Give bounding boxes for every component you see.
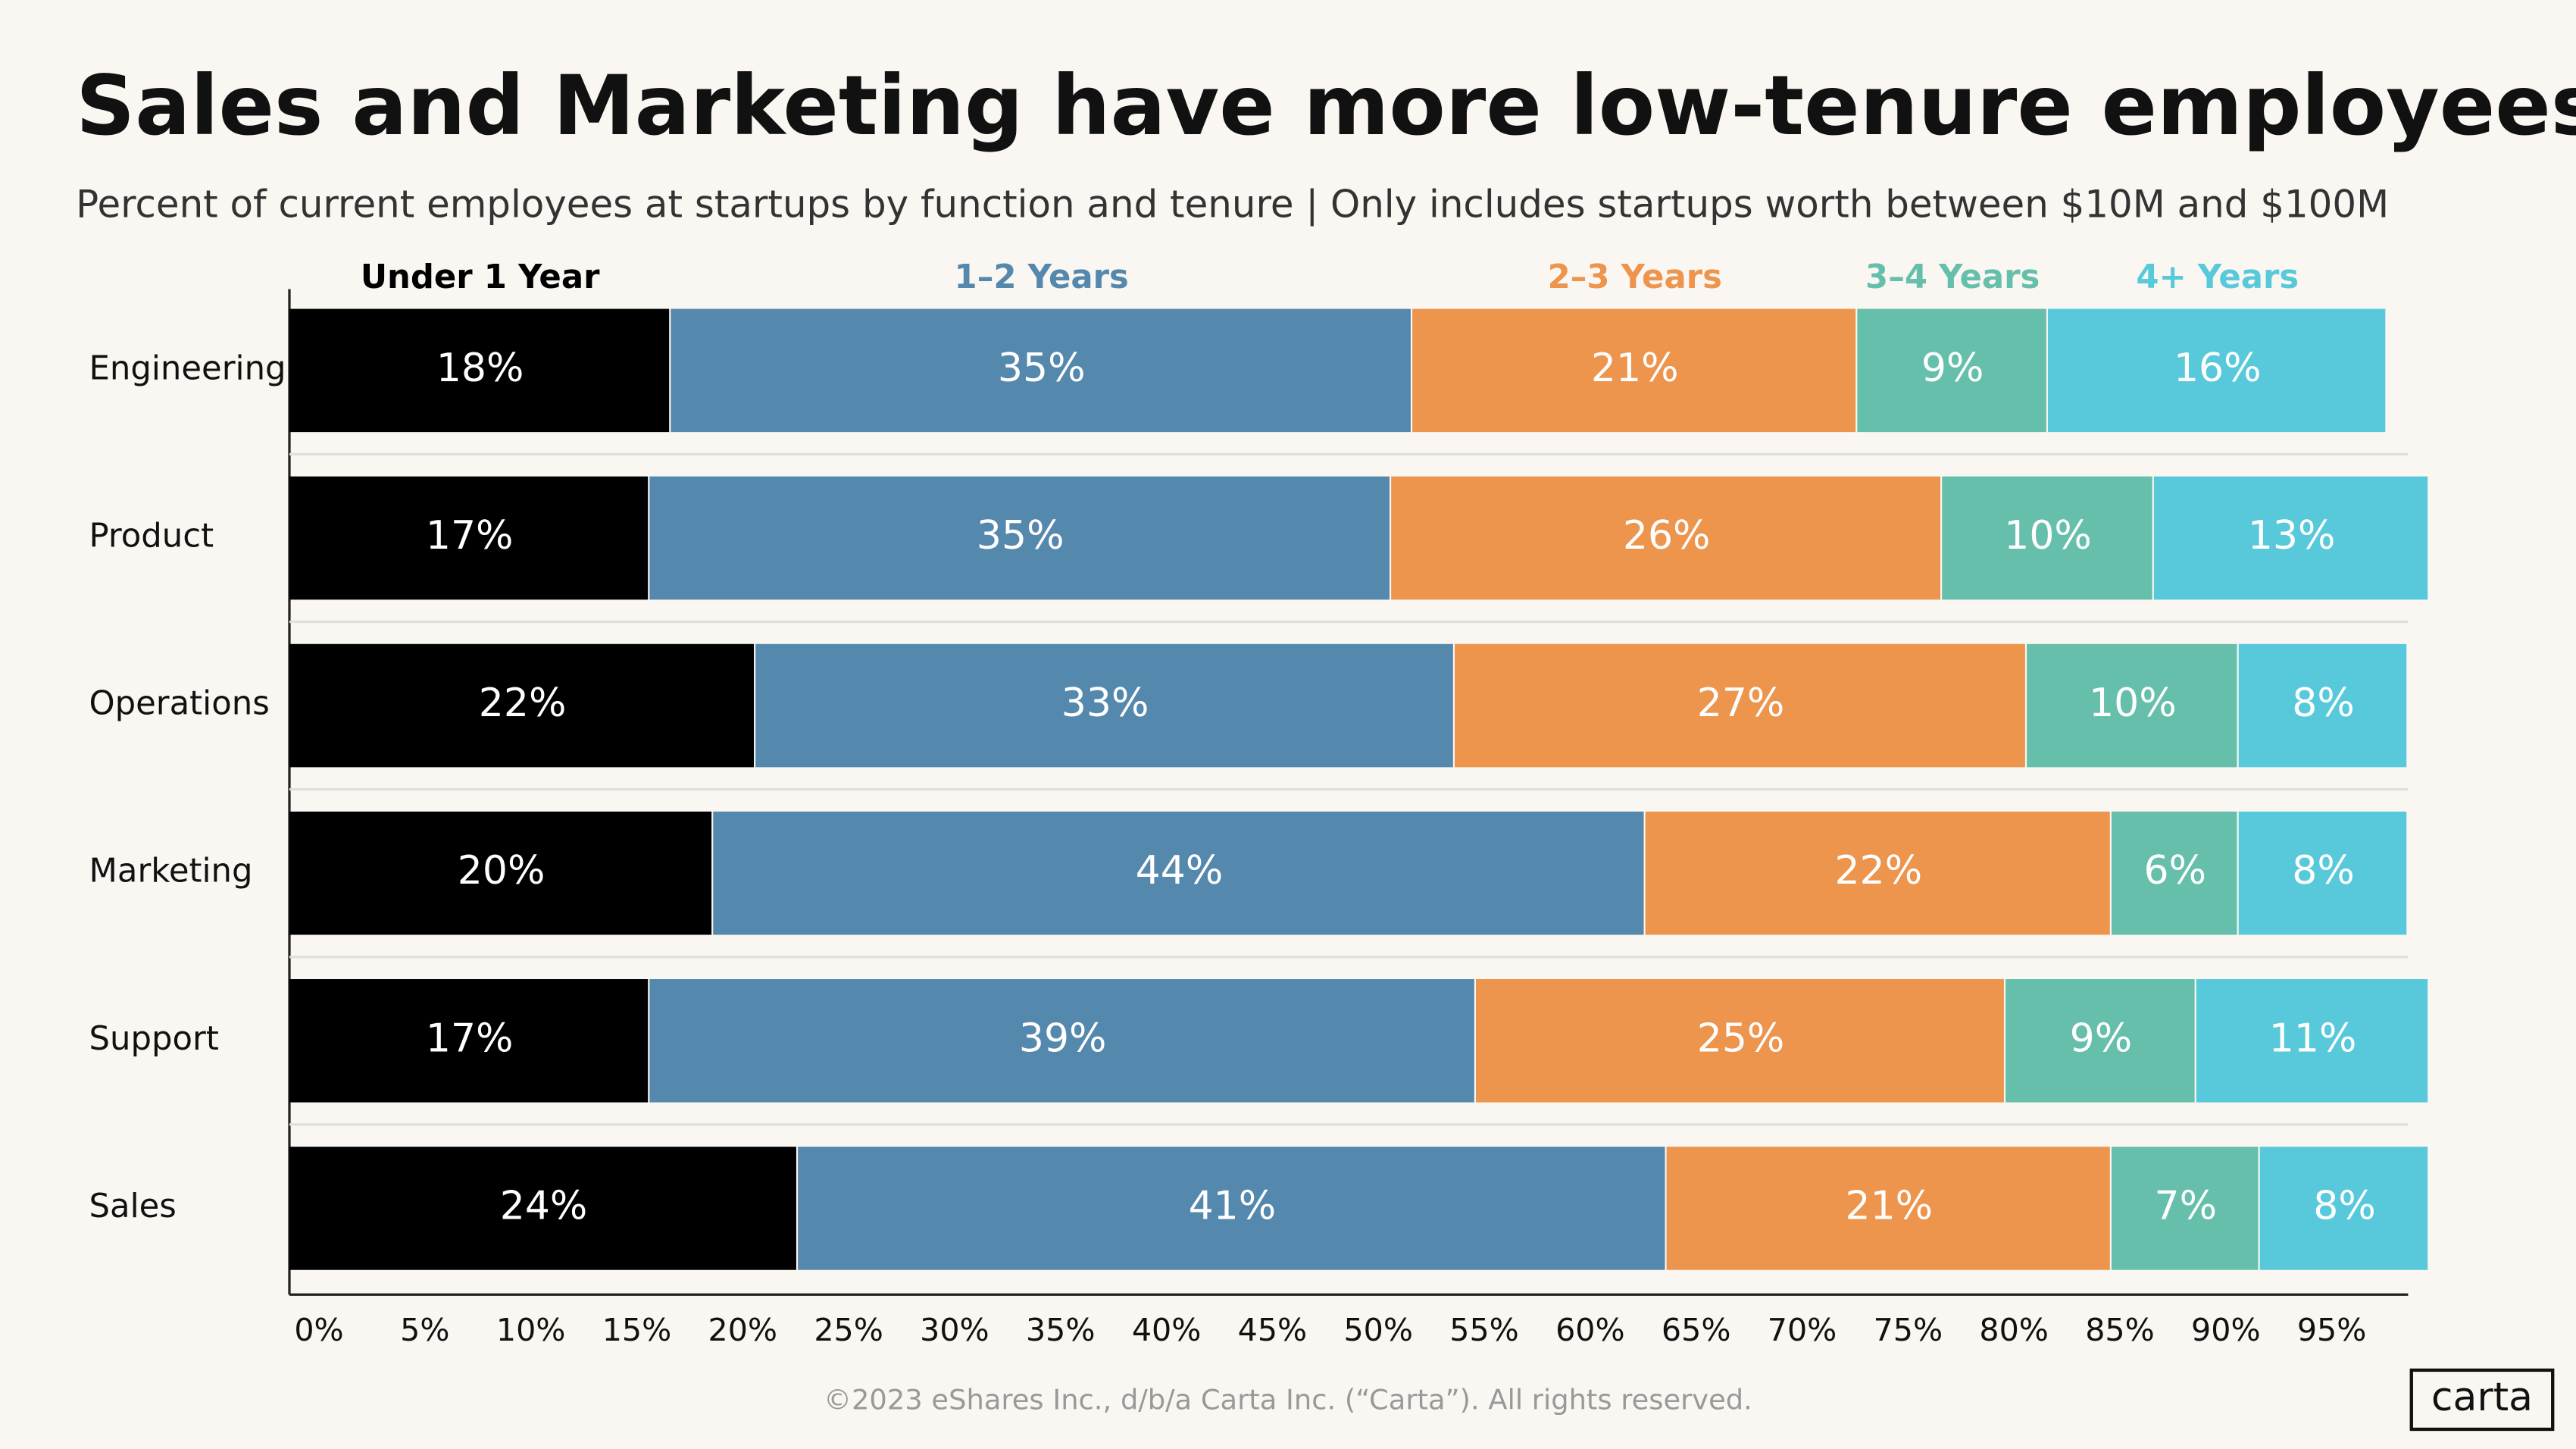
x-tick-label: 60% [1555, 1312, 1625, 1348]
x-tick-label: 65% [1662, 1312, 1731, 1348]
bar-segment [289, 308, 670, 433]
bar-segment [289, 811, 712, 935]
bar-segment [2111, 811, 2237, 935]
data-label: 22% [479, 681, 567, 726]
x-tick-label: 35% [1026, 1312, 1096, 1348]
x-tick-label: 20% [708, 1312, 778, 1348]
y-tick-label: Support [89, 1020, 219, 1058]
bar-segment [1391, 476, 1941, 600]
chart-subtitle: Percent of current employees at startups… [76, 183, 2389, 227]
x-tick-label: 25% [814, 1312, 883, 1348]
bar-segment [649, 476, 1390, 600]
bar-segment [1412, 308, 1856, 433]
bar-segment [755, 643, 1453, 768]
data-label: 27% [1697, 681, 1785, 726]
data-label: 9% [1921, 346, 1984, 391]
data-label: 22% [1835, 848, 1923, 893]
data-label: 21% [1845, 1183, 1933, 1228]
data-label: 20% [458, 848, 546, 893]
data-label: 8% [2292, 681, 2355, 726]
legend-entry: 3–4 Years [1865, 258, 2040, 296]
data-label: 35% [977, 513, 1064, 559]
data-label: 8% [2313, 1183, 2376, 1228]
data-label: 26% [1623, 513, 1711, 559]
bar-segment [671, 308, 1411, 433]
bar-segment [2259, 1147, 2428, 1270]
data-label: 16% [2174, 346, 2262, 391]
y-tick-label: Engineering [89, 349, 286, 387]
bar-segment [289, 643, 755, 768]
bar-segment [2238, 643, 2407, 768]
data-label: 18% [436, 346, 524, 391]
x-tick-label: 95% [2297, 1312, 2367, 1348]
data-label: 6% [2144, 848, 2207, 893]
x-tick-label: 5% [400, 1312, 449, 1348]
legend-entry: 2–3 Years [1548, 258, 1722, 296]
data-label: 21% [1591, 346, 1679, 391]
data-label: 17% [426, 1016, 514, 1061]
bar-segment [289, 979, 649, 1103]
x-tick-label: 15% [602, 1312, 672, 1348]
data-label: 44% [1136, 848, 1224, 893]
data-label: 11% [2269, 1016, 2357, 1061]
x-tick-label: 50% [1343, 1312, 1413, 1348]
legend-entry: Under 1 Year [361, 258, 600, 296]
y-tick-label: Sales [89, 1188, 177, 1225]
bar-segment [798, 1147, 1665, 1270]
y-tick-label: Marketing [89, 853, 253, 890]
bar-segment [1455, 643, 2025, 768]
x-tick-label: 75% [1874, 1312, 1943, 1348]
x-tick-label: 85% [2085, 1312, 2155, 1348]
x-tick-label: 80% [1979, 1312, 2049, 1348]
data-label: 7% [2155, 1183, 2218, 1228]
bar-segment [2005, 979, 2195, 1103]
data-label: 17% [426, 513, 514, 559]
bar-segment [2027, 643, 2237, 768]
bar-segment [649, 979, 1474, 1103]
bar-segment [713, 811, 1644, 935]
bar-segment [1475, 979, 2004, 1103]
bar-segment [1857, 308, 2046, 433]
data-label: 39% [1019, 1016, 1107, 1061]
data-label: 8% [2292, 848, 2355, 893]
x-tick-label: 0% [294, 1312, 343, 1348]
x-tick-label: 45% [1238, 1312, 1308, 1348]
brand-box [2409, 1368, 2555, 1432]
data-label: 35% [998, 346, 1086, 391]
bar-segment [1942, 476, 2152, 600]
data-label: 25% [1697, 1016, 1785, 1061]
x-tick-label: 55% [1449, 1312, 1519, 1348]
legend-entry: 1–2 Years [955, 258, 1129, 296]
brand: carta [2431, 1375, 2533, 1420]
data-label: 33% [1061, 681, 1149, 726]
footer: ©2023 eShares Inc., d/b/a Carta Inc. (“C… [824, 1384, 1752, 1416]
bar-segment [1666, 1147, 2110, 1270]
x-tick-label: 40% [1132, 1312, 1202, 1348]
bar-segment [289, 1147, 796, 1270]
x-tick-label: 70% [1768, 1312, 1837, 1348]
x-tick-label: 30% [920, 1312, 989, 1348]
data-label: 41% [1189, 1183, 1277, 1228]
x-tick-label: 90% [2191, 1312, 2261, 1348]
bar-segment [289, 476, 649, 600]
bar-segment [2238, 811, 2407, 935]
bar-segment [2048, 308, 2386, 433]
chart-title: Sales and Marketing have more low-tenure… [76, 58, 2576, 154]
legend-entry: 4+ Years [2136, 258, 2299, 296]
x-tick-label: 10% [496, 1312, 566, 1348]
data-label: 10% [2089, 681, 2177, 726]
bar-segment [2111, 1147, 2259, 1270]
bar-segment [1645, 811, 2110, 935]
data-label: 13% [2248, 513, 2336, 559]
bar-segment [2153, 476, 2428, 600]
bar-segment [2196, 979, 2428, 1103]
y-tick-label: Operations [89, 685, 270, 723]
y-tick-label: Product [89, 517, 214, 555]
data-label: 9% [2070, 1016, 2133, 1061]
data-label: 24% [500, 1183, 588, 1228]
data-label: 10% [2004, 513, 2092, 559]
